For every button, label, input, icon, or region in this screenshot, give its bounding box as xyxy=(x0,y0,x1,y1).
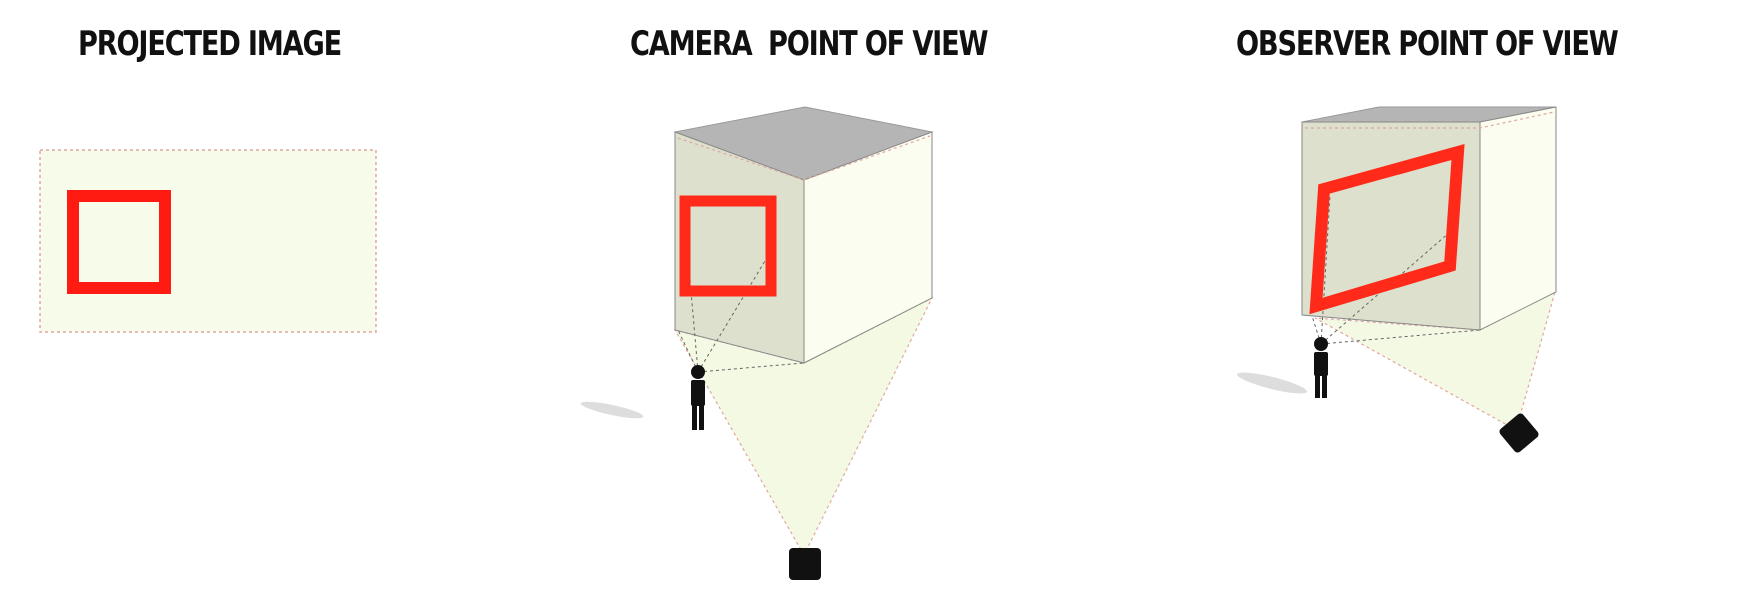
projector-icon xyxy=(789,548,821,580)
sight-line xyxy=(1311,315,1322,345)
person-shadow xyxy=(580,401,644,419)
observer-view-title: OBSERVER POINT OF VIEW xyxy=(1236,24,1619,64)
projection-outline xyxy=(677,135,931,181)
person-shadow xyxy=(1237,372,1307,394)
projection-outline xyxy=(1305,111,1555,129)
camera-view-panel: CAMERA POINT OF VIEW xyxy=(560,0,1060,601)
sight-line xyxy=(677,329,699,373)
projection-cone xyxy=(1314,290,1556,431)
sight-line xyxy=(697,245,775,373)
camera-view-figure xyxy=(580,106,934,580)
red-square-frame xyxy=(679,195,777,297)
projected-image-title: PROJECTED IMAGE xyxy=(78,24,342,64)
red-square-frame xyxy=(67,190,171,294)
sight-line xyxy=(1320,195,1331,345)
cube-right-face xyxy=(1479,106,1557,331)
projected-image-figure xyxy=(39,149,377,333)
camera-view-title: CAMERA POINT OF VIEW xyxy=(630,24,988,64)
observer-view-figure xyxy=(1237,106,1557,453)
projection-rectangle xyxy=(39,149,377,333)
projector-icon xyxy=(1499,413,1539,453)
observer-view-panel: OBSERVER POINT OF VIEW xyxy=(1200,0,1745,601)
person-figure xyxy=(691,365,705,430)
person-figure xyxy=(1314,337,1328,398)
cube-right-face xyxy=(803,131,933,364)
distorted-red-frame xyxy=(1309,143,1465,315)
projected-image-panel: PROJECTED IMAGE xyxy=(0,0,480,601)
sight-line xyxy=(1320,329,1481,345)
